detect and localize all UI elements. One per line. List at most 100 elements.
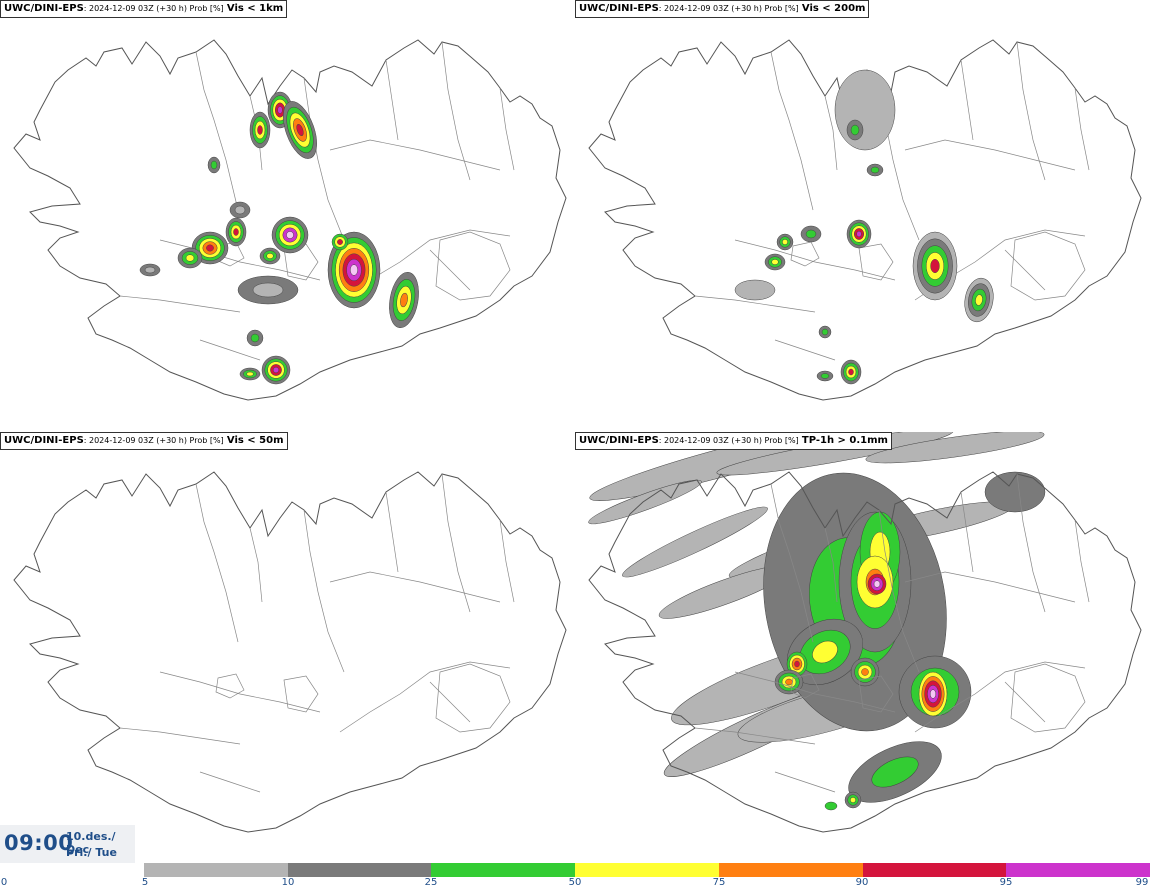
probability-contour xyxy=(848,368,854,376)
boundary-line xyxy=(249,527,263,603)
probability-contour xyxy=(850,797,856,803)
valid-time: 09:00 xyxy=(4,831,74,855)
probability-contour xyxy=(834,69,896,151)
boundary-line xyxy=(385,491,399,573)
boundary-line xyxy=(904,571,1076,603)
probability-contour xyxy=(820,373,830,379)
boundary-line xyxy=(694,295,816,313)
colorbar-segment-90-95 xyxy=(863,863,1006,877)
colorbar-tick: 99 xyxy=(1135,877,1149,888)
probability-contour xyxy=(350,264,358,276)
colorbar-segment-5-10 xyxy=(144,863,288,877)
panel-title: UWC/DINI-EPS: 2024-12-09 03Z (+30 h) Pro… xyxy=(575,432,892,450)
valid-time-box: 09:00 10.des./ Dec Þri./ Tue xyxy=(0,825,135,863)
boundary-line xyxy=(1010,231,1086,301)
probability-contour xyxy=(266,253,274,259)
boundary-line xyxy=(734,239,896,281)
probability-contour xyxy=(277,106,283,114)
boundary-line xyxy=(904,139,1076,171)
colorbar-segment-75-90 xyxy=(719,863,863,877)
colorbar-segment-25-50 xyxy=(431,863,575,877)
colorbar-segment-10-25 xyxy=(288,863,431,877)
boundary-line xyxy=(858,675,894,713)
probability-contour xyxy=(850,124,860,136)
panel-title: UWC/DINI-EPS: 2024-12-09 03Z (+30 h) Pro… xyxy=(0,0,288,18)
probability-contour xyxy=(856,230,862,238)
boundary-line xyxy=(339,661,511,733)
iceland-map xyxy=(13,39,567,401)
probability-contour xyxy=(734,279,776,301)
boundary-line xyxy=(119,295,241,313)
probability-contour xyxy=(865,432,1045,464)
probability-contour xyxy=(252,282,284,298)
iceland-coastline xyxy=(13,39,567,401)
iceland-map xyxy=(588,39,1142,401)
boundary-line xyxy=(824,95,838,171)
boundary-line xyxy=(914,661,1086,733)
probability-contour xyxy=(861,668,869,676)
map-panel-vis-200m: UWC/DINI-EPS: 2024-12-09 03Z (+30 h) Pro… xyxy=(575,0,1150,432)
boundary-line xyxy=(734,671,896,713)
probability-contour xyxy=(257,125,263,135)
boundary-line xyxy=(195,483,239,643)
boundary-line xyxy=(435,231,511,301)
boundary-line xyxy=(159,239,321,281)
boundary-line xyxy=(283,675,319,713)
boundary-line xyxy=(199,771,261,793)
colorbar-tick: 75 xyxy=(712,877,726,888)
probability-contour xyxy=(824,801,838,811)
boundary-line xyxy=(215,673,245,699)
colorbar-tick: 95 xyxy=(999,877,1013,888)
boundary-line xyxy=(960,491,974,573)
iceland-map xyxy=(13,471,567,833)
iceland-coastline xyxy=(13,471,567,833)
probability-contour xyxy=(206,244,214,252)
colorbar-tick: 50 xyxy=(568,877,582,888)
boundary-line xyxy=(1074,519,1090,603)
probability-contour xyxy=(286,231,294,239)
boundary-line xyxy=(429,249,471,291)
colorbar-tick: 25 xyxy=(424,877,438,888)
boundary-line xyxy=(790,673,820,699)
probability-contour xyxy=(234,205,246,215)
valid-date: 10.des./ Dec xyxy=(66,830,116,856)
boundary-line xyxy=(694,727,816,745)
boundary-line xyxy=(1004,681,1046,723)
boundary-line xyxy=(429,681,471,723)
probability-contour xyxy=(622,506,768,578)
probability-contour xyxy=(821,328,829,336)
boundary-line xyxy=(329,139,501,171)
boundary-line xyxy=(960,59,974,141)
probability-contour xyxy=(782,239,788,245)
boundary-line xyxy=(790,241,820,267)
probability-contour xyxy=(144,266,156,274)
probability-contour xyxy=(805,229,817,239)
boundary-line xyxy=(303,77,345,241)
boundary-line xyxy=(774,771,836,793)
boundary-line xyxy=(199,339,261,361)
boundary-line xyxy=(303,509,345,673)
iceland-coastline xyxy=(588,471,1142,833)
boundary-line xyxy=(499,87,515,171)
boundary-line xyxy=(385,59,399,141)
probability-contour xyxy=(812,640,838,664)
probability-contour xyxy=(975,294,983,306)
probability-contour xyxy=(250,333,260,343)
boundary-line xyxy=(435,663,511,733)
boundary-line xyxy=(1016,473,1046,613)
probability-colorbar xyxy=(144,863,1150,877)
iceland-map xyxy=(588,432,1142,833)
valid-weekday: Þri./ Tue xyxy=(66,846,117,859)
probability-contour xyxy=(246,371,254,377)
probability-contour xyxy=(296,124,304,136)
probability-contour xyxy=(588,479,702,525)
boundary-line xyxy=(824,527,838,603)
probability-contour xyxy=(794,660,800,668)
probability-contour xyxy=(984,471,1046,513)
probability-contour xyxy=(871,756,919,788)
boundary-line xyxy=(441,473,471,613)
boundary-line xyxy=(774,339,836,361)
boundary-line xyxy=(499,519,515,603)
boundary-line xyxy=(441,41,471,181)
probability-contour xyxy=(929,689,937,699)
